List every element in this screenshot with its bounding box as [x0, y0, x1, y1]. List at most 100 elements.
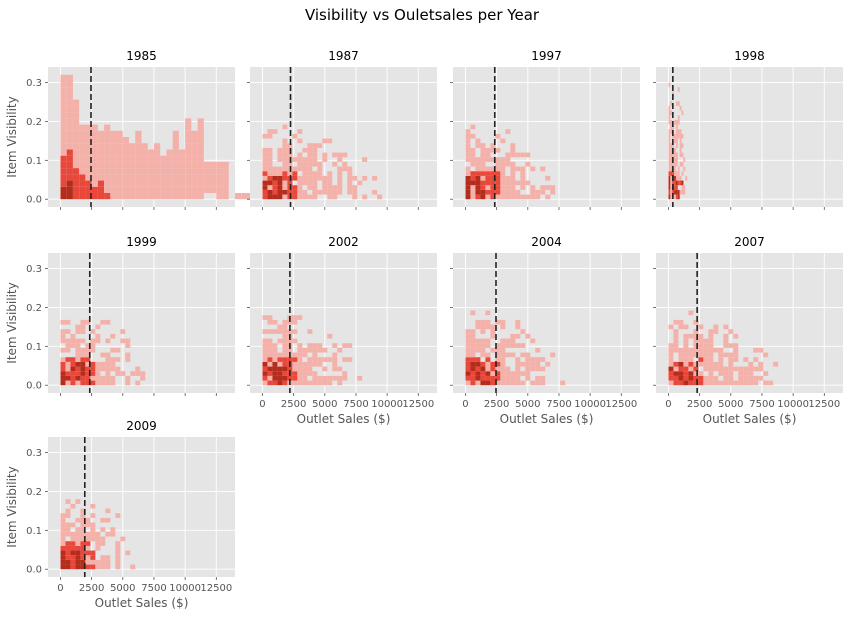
heatmap-cell	[688, 352, 694, 358]
heatmap-cell	[677, 166, 680, 172]
heatmap-cell	[327, 171, 333, 176]
heatmap-cell	[141, 168, 148, 175]
heatmap-cell	[470, 352, 476, 358]
heatmap-cell	[75, 531, 81, 537]
heatmap-cell	[135, 143, 142, 150]
heatmap-cell	[342, 166, 348, 172]
heatmap-cell	[495, 347, 501, 353]
heatmap-cell	[277, 189, 283, 195]
heatmap-cell	[120, 536, 126, 542]
heatmap-cell	[66, 143, 73, 150]
heatmap-cell	[733, 352, 739, 358]
x-tick-label: 0	[462, 399, 468, 410]
heatmap-cell	[191, 143, 198, 150]
heatmap-cell	[90, 550, 96, 556]
heatmap-cell	[480, 147, 486, 153]
heatmap-cell	[505, 189, 511, 195]
heatmap-cell	[85, 564, 91, 570]
panel-1997: 1997	[450, 49, 640, 210]
heatmap-cell	[693, 366, 699, 372]
heatmap-cell	[337, 152, 343, 158]
heatmap-cell	[110, 186, 117, 193]
heatmap-cell	[327, 375, 333, 381]
heatmap-cell	[272, 343, 278, 348]
heatmap-cell	[550, 185, 556, 190]
heatmap-cell	[312, 161, 318, 167]
heatmap-cell	[80, 508, 86, 514]
heatmap-cell	[116, 168, 123, 175]
heatmap-cell	[267, 361, 273, 367]
heatmap-cell	[728, 343, 734, 348]
heatmap-cell	[708, 361, 714, 367]
heatmap-cell	[75, 371, 81, 376]
heatmap-cell	[674, 171, 676, 176]
heatmap-cell	[110, 361, 116, 367]
heatmap-cell	[70, 559, 76, 565]
heatmap-cell	[475, 138, 481, 144]
heatmap-cell	[678, 375, 684, 381]
heatmap-cell	[495, 171, 501, 176]
heatmap-cell	[307, 366, 313, 372]
heatmap-cell	[485, 352, 491, 358]
heatmap-cell	[540, 380, 546, 386]
heatmap-cell	[272, 366, 278, 372]
heatmap-cell	[515, 166, 521, 172]
heatmap-cell	[297, 343, 303, 348]
heatmap-cell	[85, 174, 92, 181]
heatmap-cell	[178, 174, 186, 181]
heatmap-cell	[70, 375, 76, 381]
heatmap-cell	[673, 338, 679, 344]
heatmap-cell	[282, 147, 288, 153]
heatmap-cell	[302, 347, 308, 353]
heatmap-cell	[708, 371, 714, 376]
x-tick-label: 5000	[718, 399, 743, 410]
heatmap-cell	[70, 555, 76, 560]
heatmap-cell	[72, 137, 80, 144]
heatmap-cell	[713, 347, 719, 353]
heatmap-cell	[347, 357, 353, 362]
heatmap-cell	[91, 124, 98, 131]
heatmap-cell	[703, 375, 709, 381]
heatmap-cell	[116, 143, 123, 150]
heatmap-cell	[100, 564, 106, 570]
heatmap-cell	[153, 180, 161, 187]
heatmap-cell	[90, 375, 96, 381]
heatmap-cell	[97, 193, 105, 200]
heatmap-cell	[693, 375, 699, 381]
heatmap-cell	[530, 357, 536, 362]
heatmap-cell	[327, 138, 333, 144]
heatmap-cell	[670, 194, 673, 200]
heatmap-cell	[125, 357, 131, 362]
heatmap-cell	[85, 149, 92, 156]
heatmap-cell	[465, 143, 471, 148]
heatmap-cell	[185, 168, 192, 175]
heatmap-cell	[90, 343, 96, 348]
heatmap-cell	[91, 161, 98, 169]
heatmap-cell	[110, 527, 116, 532]
heatmap-cell	[178, 180, 186, 187]
heatmap-cell	[505, 371, 511, 376]
heatmap-cell	[698, 357, 704, 362]
heatmap-cell	[505, 175, 511, 181]
heatmap-cell	[75, 380, 81, 386]
heatmap-cell	[485, 343, 491, 348]
heatmap-cell	[708, 333, 714, 339]
heatmap-cell	[500, 161, 506, 167]
heatmap-cell	[670, 101, 673, 106]
panel-2004: 2004 0 2500 5000 7500 10000 12500 Outlet Sales …	[450, 235, 640, 426]
heatmap-cell	[530, 185, 536, 190]
heatmap-cell	[510, 166, 516, 172]
heatmap-cell	[753, 375, 759, 381]
heatmap-cell	[703, 366, 709, 372]
heatmap-cell	[490, 189, 496, 195]
heatmap-cell	[535, 357, 541, 362]
heatmap-cell	[147, 193, 154, 200]
y-axis-label: Item Visibility	[5, 282, 19, 363]
heatmap-cell	[272, 194, 278, 200]
heatmap-cell	[337, 189, 343, 195]
heatmap-cell	[307, 143, 313, 148]
heatmap-cell	[693, 361, 699, 367]
heatmap-cell	[160, 155, 167, 162]
heatmap-cell	[337, 157, 343, 162]
heatmap-cell	[287, 347, 293, 353]
